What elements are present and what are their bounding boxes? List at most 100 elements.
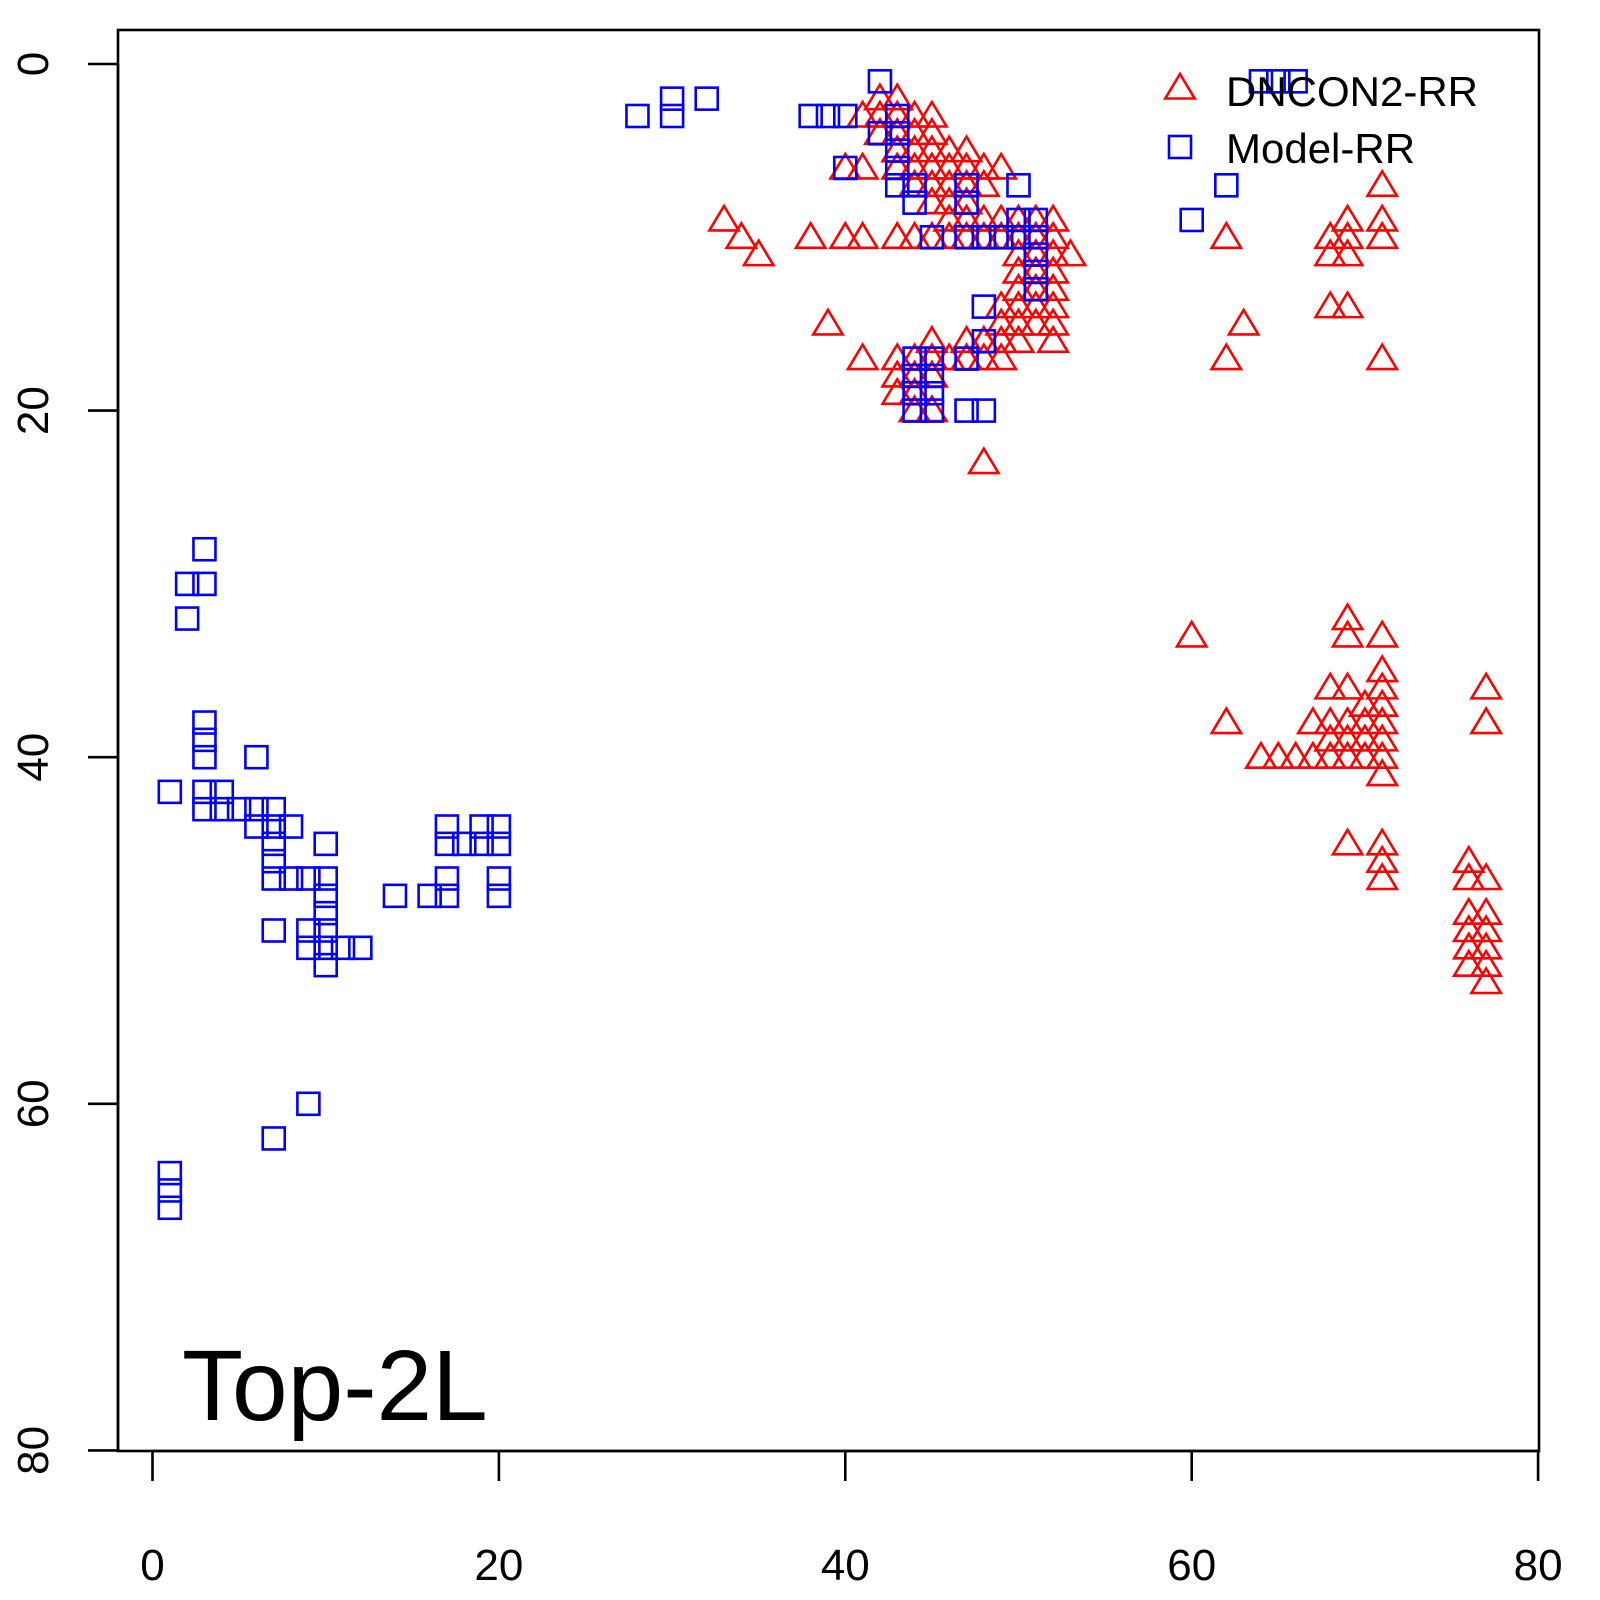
- square-point: [971, 328, 997, 354]
- triangle-point: [949, 151, 984, 180]
- square-point: [261, 831, 287, 857]
- triangle-point: [1469, 931, 1504, 960]
- square-point: [451, 831, 477, 857]
- triangle-point: [1365, 723, 1400, 752]
- square-point: [1006, 225, 1031, 250]
- triangle-point: [914, 99, 949, 128]
- square-point: [954, 173, 979, 198]
- triangle-point: [932, 151, 967, 180]
- triangle-point: [1313, 723, 1348, 752]
- square-point: [313, 952, 339, 978]
- square-point: [192, 779, 217, 805]
- square-point: [296, 918, 321, 943]
- triangle-point: [1209, 342, 1244, 371]
- triangle-point: [845, 220, 880, 250]
- square-point: [659, 86, 685, 111]
- square-point: [1283, 69, 1308, 94]
- square-point: [919, 363, 945, 389]
- square-point: [226, 796, 252, 822]
- square-point: [469, 831, 494, 857]
- triangle-point: [1226, 307, 1261, 336]
- triangle-point: [1469, 671, 1504, 700]
- square-point: [902, 398, 927, 423]
- series-dncon2-rr: [707, 82, 1504, 995]
- square-point: [434, 883, 460, 909]
- triangle-point: [1469, 896, 1504, 925]
- square-point: [209, 779, 235, 805]
- square-point: [434, 866, 460, 891]
- square-point: [1266, 69, 1291, 94]
- square-point: [157, 1195, 183, 1221]
- triangle-point: [1347, 723, 1382, 752]
- square-point: [296, 1091, 321, 1117]
- triangle-point: [1451, 931, 1486, 960]
- square-point: [815, 103, 841, 129]
- square-point: [296, 866, 321, 891]
- triangle-point: [1278, 740, 1313, 770]
- y-axis: 0 20 40 60 80: [9, 52, 120, 1475]
- square-point: [330, 935, 356, 961]
- triangle-point: [1365, 619, 1400, 648]
- triangle-point: [707, 203, 742, 232]
- square-point: [192, 727, 217, 753]
- square-point: [1023, 207, 1049, 233]
- triangle-point: [1347, 740, 1382, 770]
- triangle-point: [810, 307, 845, 336]
- square-point: [192, 796, 217, 822]
- square-point: [486, 866, 512, 891]
- legend-item-dncon2: DNCON2-RR: [1163, 68, 1478, 115]
- series-layer: [157, 69, 1504, 1221]
- triangle-point: [1313, 238, 1348, 267]
- square-point: [192, 571, 217, 597]
- triangle-point: [984, 342, 1019, 371]
- square-point: [659, 103, 685, 129]
- triangle-point: [1261, 740, 1296, 770]
- square-point: [261, 848, 287, 874]
- square-point: [1023, 242, 1049, 267]
- triangle-point: [1365, 203, 1400, 232]
- triangle-point: [1330, 740, 1365, 770]
- x-tick-label: 0: [140, 1541, 164, 1590]
- triangle-point: [1365, 758, 1400, 787]
- triangle-point: [914, 151, 949, 180]
- triangle-point: [1313, 671, 1348, 700]
- x-axis: 0 20 40 60 80: [140, 1449, 1563, 1590]
- square-point: [261, 796, 287, 822]
- square-point: [971, 398, 997, 423]
- triangle-point: [1330, 203, 1365, 232]
- triangle-point: [984, 151, 1019, 180]
- triangle-point: [1001, 290, 1036, 319]
- triangle-point: [1347, 706, 1382, 735]
- square-point: [988, 225, 1014, 250]
- square-point: [434, 831, 460, 857]
- square-point: [919, 225, 945, 250]
- square-point: [486, 831, 512, 857]
- square-point: [313, 883, 339, 909]
- triangle-point: [914, 324, 949, 354]
- triangle-point: [949, 203, 984, 232]
- triangle-point: [1330, 706, 1365, 735]
- square-point: [867, 121, 893, 146]
- triangle-point: [1469, 965, 1504, 995]
- triangle-point: [1330, 827, 1365, 856]
- legend-label-model: Model-RR: [1226, 125, 1415, 172]
- legend-label-dncon2: DNCON2-RR: [1226, 68, 1478, 115]
- triangle-point: [1313, 220, 1348, 250]
- triangle-point: [1365, 654, 1400, 683]
- triangle-point: [1209, 220, 1244, 250]
- square-point: [157, 1178, 183, 1203]
- triangle-point: [1365, 671, 1400, 700]
- triangle-point: [984, 307, 1019, 336]
- square-point: [486, 814, 512, 839]
- square-point: [954, 346, 979, 371]
- square-point: [954, 225, 979, 250]
- triangle-point: [1313, 706, 1348, 735]
- square-point: [798, 103, 823, 129]
- square-point: [313, 935, 339, 961]
- square-point: [192, 744, 217, 770]
- square-point: [832, 155, 858, 181]
- square-point: [209, 796, 235, 822]
- square-point: [417, 883, 442, 909]
- triangle-point: [1451, 948, 1486, 977]
- legend: DNCON2-RR Model-RR: [1163, 68, 1478, 172]
